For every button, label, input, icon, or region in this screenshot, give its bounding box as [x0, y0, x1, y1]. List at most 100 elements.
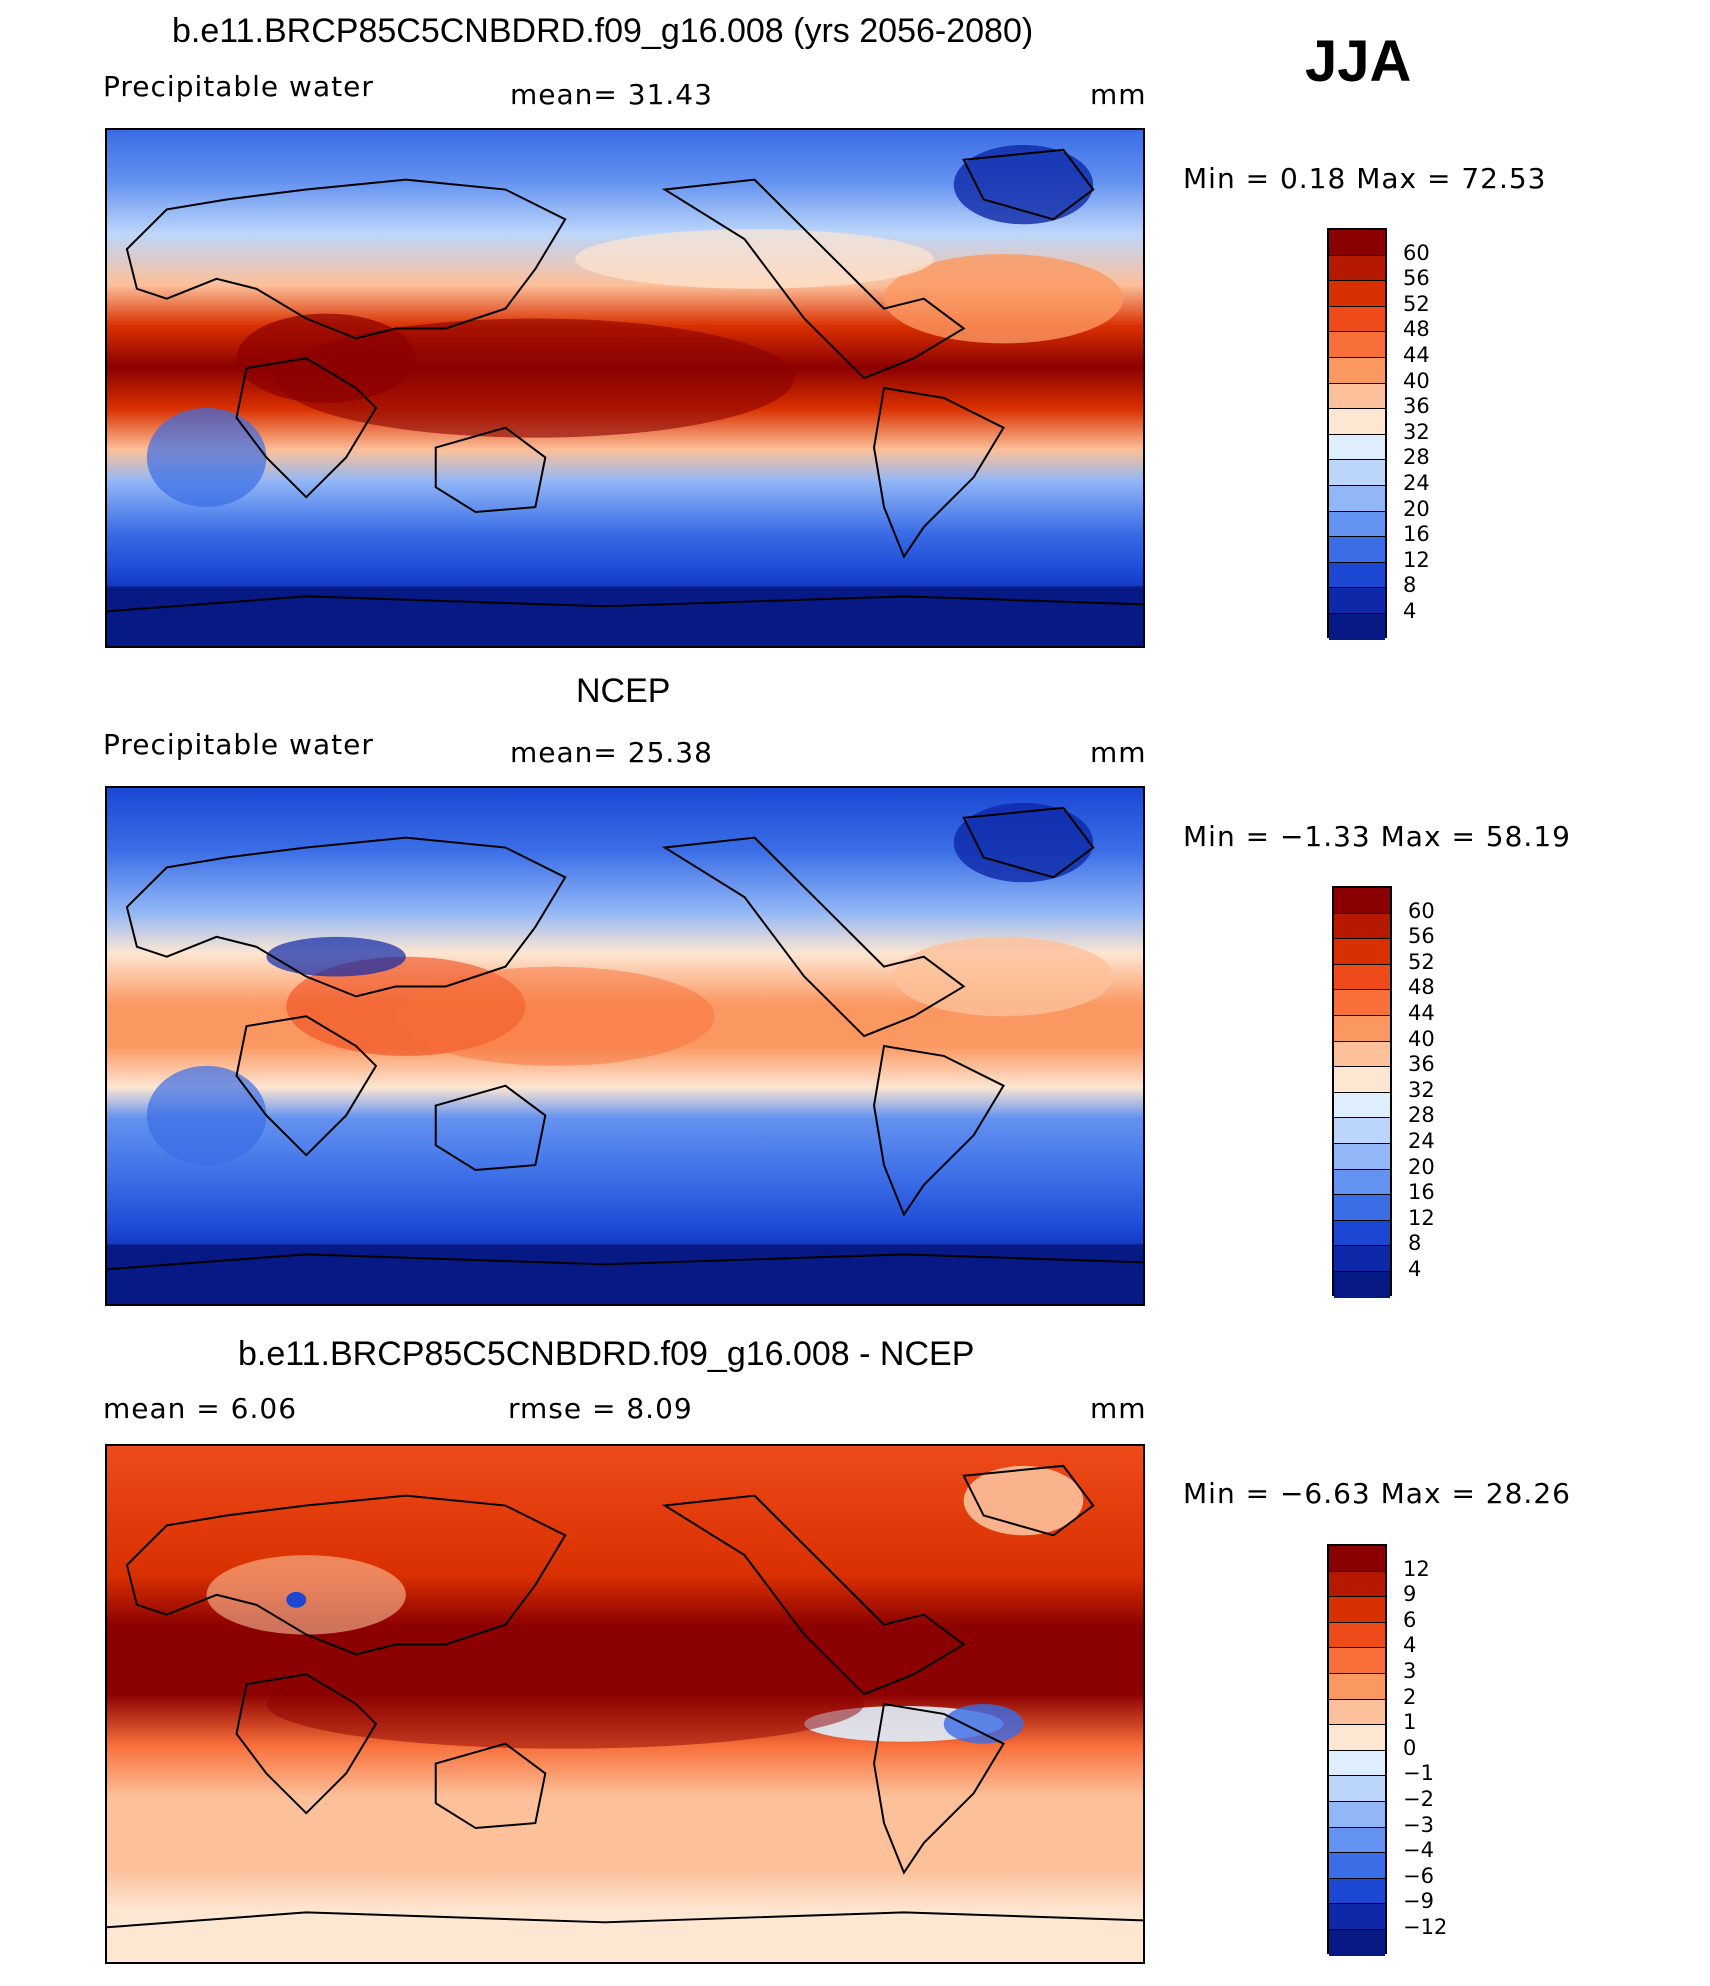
- colorbar-swatch: [1329, 1546, 1385, 1572]
- colorbar-swatch: [1329, 357, 1385, 384]
- colorbar-swatch: [1329, 1699, 1385, 1726]
- colorbar-swatch: [1329, 1725, 1385, 1751]
- colorbar-swatch: [1334, 1169, 1390, 1196]
- colorbar-tick-label: 60: [1403, 240, 1430, 265]
- colorbar-swatch: [1334, 1015, 1390, 1042]
- panel-3-rmse-label: rmse = 8.09: [508, 1392, 693, 1425]
- panel-2-colorbar-swatches: [1332, 886, 1392, 1298]
- colorbar-swatch: [1329, 434, 1385, 461]
- colorbar-swatch: [1329, 409, 1385, 435]
- panel-3-minmax: Min = −6.63 Max = 28.26: [1183, 1477, 1571, 1510]
- colorbar-swatch: [1334, 1246, 1390, 1272]
- colorbar-tick-label: 2: [1403, 1684, 1417, 1709]
- colorbar-swatch: [1329, 1853, 1385, 1879]
- panel-2-title: NCEP: [576, 672, 671, 710]
- colorbar-tick-label: 36: [1408, 1052, 1435, 1077]
- panel-1-map: [105, 128, 1145, 648]
- colorbar-tick-label: 32: [1403, 419, 1430, 444]
- colorbar-tick-label: 16: [1403, 522, 1430, 547]
- colorbar-swatch: [1334, 1041, 1390, 1068]
- colorbar-tick-label: 48: [1403, 317, 1430, 342]
- colorbar-swatch: [1334, 1271, 1390, 1298]
- colorbar-swatch: [1334, 1092, 1390, 1119]
- colorbar-tick-label: 12: [1403, 1556, 1430, 1581]
- colorbar-swatch: [1329, 1776, 1385, 1802]
- colorbar-swatch: [1334, 888, 1390, 914]
- panel-3-units: mm: [1090, 1392, 1147, 1425]
- colorbar-tick-label: 0: [1403, 1735, 1417, 1760]
- colorbar-tick-label: 4: [1408, 1257, 1422, 1281]
- colorbar-tick-label: 1: [1403, 1710, 1417, 1735]
- panel-1-title: b.e11.BRCP85C5CNBDRD.f09_g16.008 (yrs 20…: [172, 12, 1034, 50]
- colorbar-tick-label: −12: [1403, 1915, 1448, 1939]
- colorbar-tick-label: 40: [1408, 1026, 1435, 1051]
- colorbar-swatch: [1334, 1143, 1390, 1170]
- colorbar-swatch: [1329, 230, 1385, 256]
- panel-1-variable-label: Precipitable water: [103, 70, 374, 103]
- panel-1-colorbar-swatches: [1327, 228, 1387, 640]
- panel-2-variable-label: Precipitable water: [103, 728, 374, 761]
- colorbar-swatch: [1329, 332, 1385, 358]
- panel-1-mean-label: mean= 31.43: [510, 78, 713, 111]
- colorbar-swatch: [1329, 511, 1385, 538]
- panel-2-minmax: Min = −1.33 Max = 58.19: [1183, 820, 1571, 853]
- colorbar-swatch: [1329, 562, 1385, 589]
- colorbar-swatch: [1329, 306, 1385, 333]
- colorbar-swatch: [1329, 537, 1385, 563]
- colorbar-tick-label: 52: [1408, 949, 1435, 974]
- panel-2-mean-label: mean= 25.38: [510, 736, 713, 769]
- colorbar-swatch: [1329, 1622, 1385, 1649]
- colorbar-tick-label: 48: [1408, 975, 1435, 1000]
- colorbar-swatch: [1329, 1571, 1385, 1598]
- colorbar-tick-label: −6: [1403, 1863, 1434, 1888]
- colorbar-swatch: [1329, 460, 1385, 486]
- colorbar-swatch: [1334, 913, 1390, 940]
- colorbar-tick-label: 52: [1403, 291, 1430, 316]
- colorbar-swatch: [1329, 383, 1385, 410]
- colorbar-tick-label: 12: [1403, 547, 1430, 572]
- colorbar-swatch: [1329, 1827, 1385, 1854]
- colorbar-tick-label: 20: [1408, 1154, 1435, 1179]
- colorbar-tick-label: 16: [1408, 1180, 1435, 1205]
- panel-2-units: mm: [1090, 736, 1147, 769]
- colorbar-swatch: [1329, 1673, 1385, 1700]
- colorbar-swatch: [1334, 939, 1390, 965]
- panel-3-colorbar-swatches: [1327, 1544, 1387, 1956]
- colorbar-swatch: [1334, 1118, 1390, 1144]
- colorbar-swatch: [1329, 613, 1385, 640]
- colorbar-tick-label: 6: [1403, 1607, 1417, 1632]
- colorbar-tick-label: 24: [1403, 471, 1430, 495]
- colorbar-tick-label: 28: [1408, 1103, 1435, 1128]
- colorbar-swatch: [1334, 990, 1390, 1016]
- colorbar-swatch: [1329, 485, 1385, 512]
- colorbar-swatch: [1329, 1648, 1385, 1674]
- colorbar-swatch: [1334, 1220, 1390, 1247]
- panel-3-map: [105, 1444, 1145, 1964]
- colorbar-swatch: [1334, 964, 1390, 991]
- colorbar-tick-label: 56: [1403, 266, 1430, 291]
- colorbar-tick-label: 8: [1403, 573, 1417, 598]
- colorbar-tick-label: −4: [1403, 1838, 1434, 1863]
- colorbar-swatch: [1329, 255, 1385, 282]
- panel-3-mean-label: mean = 6.06: [103, 1392, 298, 1425]
- colorbar-swatch: [1329, 1597, 1385, 1623]
- panel-1-units: mm: [1090, 78, 1147, 111]
- colorbar-swatch: [1329, 281, 1385, 307]
- colorbar-tick-label: 32: [1408, 1077, 1435, 1102]
- colorbar-tick-label: 56: [1408, 924, 1435, 949]
- season-label: JJA: [1305, 29, 1412, 94]
- panel-1-minmax: Min = 0.18 Max = 72.53: [1183, 162, 1547, 195]
- panel-3-title: b.e11.BRCP85C5CNBDRD.f09_g16.008 - NCEP: [238, 1335, 975, 1373]
- colorbar-swatch: [1329, 1929, 1385, 1956]
- colorbar-swatch: [1329, 1878, 1385, 1905]
- panel-2-map: [105, 786, 1145, 1306]
- colorbar-tick-label: 28: [1403, 445, 1430, 470]
- colorbar-swatch: [1329, 588, 1385, 614]
- panel-2-map-svg: [107, 788, 1143, 1304]
- panel-1-map-svg: [107, 130, 1143, 646]
- colorbar-swatch: [1329, 1750, 1385, 1777]
- colorbar-tick-label: 44: [1403, 343, 1430, 367]
- colorbar-tick-label: 44: [1408, 1001, 1435, 1025]
- colorbar-tick-label: −3: [1403, 1812, 1434, 1837]
- colorbar-tick-label: 8: [1408, 1231, 1422, 1256]
